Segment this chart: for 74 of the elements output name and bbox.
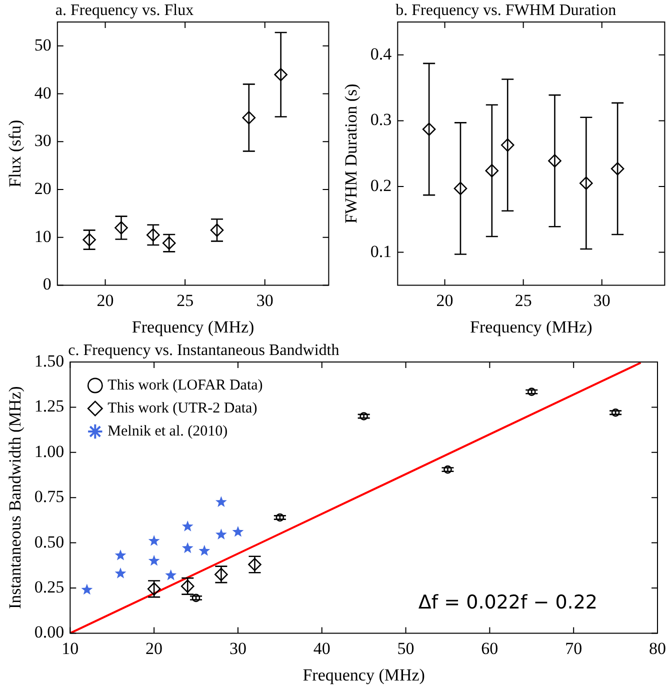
chart-title: c. Frequency vs. Instantaneous Bandwidth bbox=[68, 342, 340, 360]
point bbox=[444, 465, 452, 474]
point bbox=[580, 176, 593, 190]
y-axis-title: Flux (sfu) bbox=[6, 120, 25, 188]
x-axis-title: Frequency (MHz) bbox=[302, 665, 425, 684]
y-tick-label: 0.2 bbox=[370, 176, 392, 195]
y-tick-label: 1.00 bbox=[34, 442, 64, 461]
point bbox=[215, 496, 227, 507]
point bbox=[182, 542, 194, 554]
y-tick-label: 10 bbox=[34, 226, 52, 246]
point bbox=[548, 154, 562, 168]
x-tick-label: 30 bbox=[256, 290, 274, 310]
point bbox=[114, 549, 126, 560]
x-tick-label: 30 bbox=[593, 290, 610, 310]
x-tick-label: 20 bbox=[146, 638, 163, 658]
point bbox=[276, 513, 284, 522]
point bbox=[611, 408, 620, 417]
point bbox=[198, 544, 210, 556]
point bbox=[527, 388, 536, 396]
x-tick-label: 20 bbox=[436, 290, 454, 310]
x-tick-label: 25 bbox=[176, 290, 194, 310]
point bbox=[192, 594, 200, 602]
point bbox=[114, 221, 128, 234]
y-axis-title: FWHM Duration (s) bbox=[342, 84, 361, 224]
x-tick-label: 70 bbox=[565, 638, 582, 658]
point bbox=[182, 520, 194, 532]
point bbox=[148, 554, 160, 566]
y-tick-label: 0.25 bbox=[34, 577, 64, 596]
y-tick-label: 40 bbox=[34, 83, 52, 102]
legend-label: Melnik et al. (2010) bbox=[108, 423, 228, 440]
y-tick-label: 50 bbox=[34, 35, 52, 54]
chart-title: b. Frequency vs. FWHM Duration bbox=[396, 2, 616, 20]
y-tick-label: 0.50 bbox=[34, 532, 64, 552]
legend-label: This work (UTR-2 Data) bbox=[108, 400, 258, 416]
y-tick-label: 0.1 bbox=[370, 242, 392, 261]
x-tick-label: 20 bbox=[96, 290, 114, 310]
x-tick-label: 10 bbox=[62, 638, 79, 658]
y-tick-label: 1.50 bbox=[34, 351, 64, 370]
y-tick-label: 0.4 bbox=[370, 44, 392, 64]
y-tick-label: 0.00 bbox=[34, 622, 64, 642]
x-tick-label: 50 bbox=[397, 638, 414, 658]
point bbox=[274, 68, 288, 82]
x-tick-label: 40 bbox=[313, 638, 330, 658]
y-tick-label: 30 bbox=[34, 131, 52, 150]
point bbox=[215, 528, 227, 540]
point bbox=[146, 228, 160, 242]
x-tick-label: 80 bbox=[649, 638, 666, 658]
y-tick-label: 0.75 bbox=[34, 487, 64, 506]
point bbox=[610, 162, 624, 176]
point bbox=[360, 412, 368, 420]
point bbox=[81, 584, 93, 595]
y-axis-title: Instantaneous Bandwidth (MHz) bbox=[6, 386, 25, 610]
x-axis-title: Frequency (MHz) bbox=[132, 317, 254, 336]
point bbox=[422, 122, 436, 136]
chart-title: a. Frequency vs. Flux bbox=[55, 2, 194, 20]
point bbox=[210, 224, 224, 237]
point bbox=[485, 164, 499, 178]
point bbox=[454, 182, 468, 196]
y-tick-label: 20 bbox=[34, 178, 52, 198]
legend-label: This work (LOFAR Data) bbox=[108, 377, 263, 394]
y-tick-label: 1.25 bbox=[34, 396, 64, 416]
annotation: Δf = 0.022f − 0.22 bbox=[418, 592, 598, 614]
y-tick-label: 0 bbox=[42, 274, 52, 294]
point bbox=[242, 111, 256, 124]
point bbox=[165, 569, 177, 580]
point bbox=[500, 138, 514, 152]
point bbox=[232, 526, 244, 537]
x-tick-label: 30 bbox=[229, 638, 246, 658]
x-tick-label: 25 bbox=[514, 290, 532, 310]
point bbox=[148, 534, 160, 546]
y-tick-label: 0.3 bbox=[370, 110, 392, 130]
x-tick-label: 60 bbox=[481, 638, 498, 658]
point bbox=[114, 568, 126, 578]
x-axis-title: Frequency (MHz) bbox=[470, 317, 592, 336]
